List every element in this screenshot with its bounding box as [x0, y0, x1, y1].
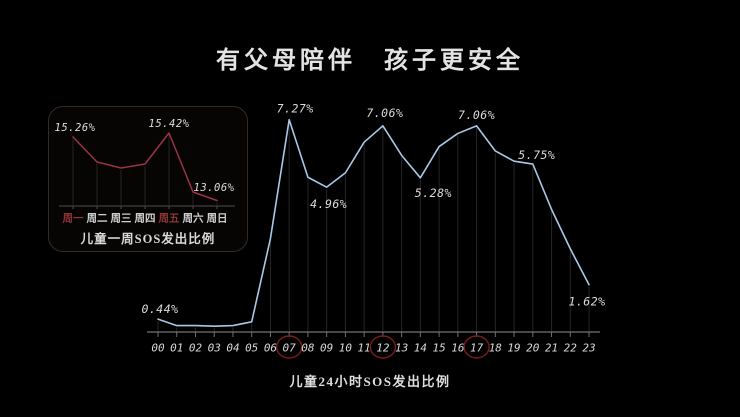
x-axis-label: 17	[470, 342, 484, 355]
x-axis-label: 04	[226, 342, 239, 355]
x-axis-label: 10	[339, 342, 353, 355]
x-axis-label: 18	[489, 342, 503, 355]
data-label: 7.06%	[458, 108, 495, 122]
x-axis-label: 周一	[63, 213, 84, 225]
weekly-chart-panel: 15.26% 15.42% 13.06% 周一 周二 周三 周四 周五 周六 周日 儿童一周SOS…	[48, 106, 248, 252]
x-axis-label: 周四	[135, 213, 156, 225]
x-axis-label: 03	[208, 342, 221, 355]
x-axis-label: 06	[264, 342, 278, 355]
x-axis-label: 周五	[159, 213, 180, 225]
weekly-sos-line-chart: 15.26% 15.42% 13.06% 周一 周二 周三 周四 周五 周六 周日	[55, 118, 235, 225]
data-label: 15.26%	[55, 122, 96, 134]
x-axis-label: 19	[507, 342, 520, 355]
emphasis-circle-icon	[369, 335, 397, 359]
x-axis-label: 11	[358, 342, 371, 355]
x-axis-label: 02	[189, 342, 203, 355]
data-label: 15.42%	[149, 118, 190, 130]
x-axis-label: 01	[170, 342, 183, 355]
data-label: 7.27%	[277, 102, 314, 116]
x-axis-label: 周日	[207, 213, 228, 225]
weekly-sos-line	[72, 132, 218, 202]
emphasis-circle-icon	[275, 335, 303, 359]
data-label: 5.75%	[518, 148, 555, 162]
x-axis-label: 20	[526, 342, 540, 355]
x-axis-label: 周六	[183, 212, 204, 225]
data-label: 13.06%	[194, 182, 235, 194]
x-axis-label: 21	[545, 342, 558, 355]
x-axis-label: 16	[451, 342, 465, 355]
x-axis-label: 15	[432, 342, 445, 355]
data-label: 7.06%	[366, 106, 403, 120]
x-axis-label: 09	[320, 342, 333, 355]
x-axis-label: 05	[245, 342, 258, 355]
daily-chart-caption: 儿童24小时SOS发出比例	[289, 374, 451, 389]
x-axis-label: 14	[414, 342, 427, 355]
data-label: 4.96%	[310, 197, 347, 211]
emphasis-circle-icon	[463, 335, 490, 359]
x-axis-label: 23	[582, 342, 595, 355]
data-label: 0.44%	[141, 302, 178, 316]
weekly-chart-caption: 儿童一周SOS发出比例	[80, 232, 216, 246]
data-label: 1.62%	[568, 295, 605, 309]
x-axis-label: 13	[395, 342, 408, 355]
x-axis-label: 周二	[87, 213, 108, 225]
x-axis-label: 周三	[111, 213, 132, 225]
x-axis-label: 08	[301, 342, 315, 355]
x-axis-label: 07	[283, 342, 297, 355]
x-axis-label: 12	[376, 342, 390, 355]
page-title: 有父母陪伴 孩子更安全	[216, 48, 524, 74]
data-label: 5.28%	[415, 186, 452, 200]
x-axis-label: 22	[564, 342, 578, 355]
x-axis-label: 00	[151, 342, 165, 355]
daily-sos-line	[157, 118, 590, 327]
